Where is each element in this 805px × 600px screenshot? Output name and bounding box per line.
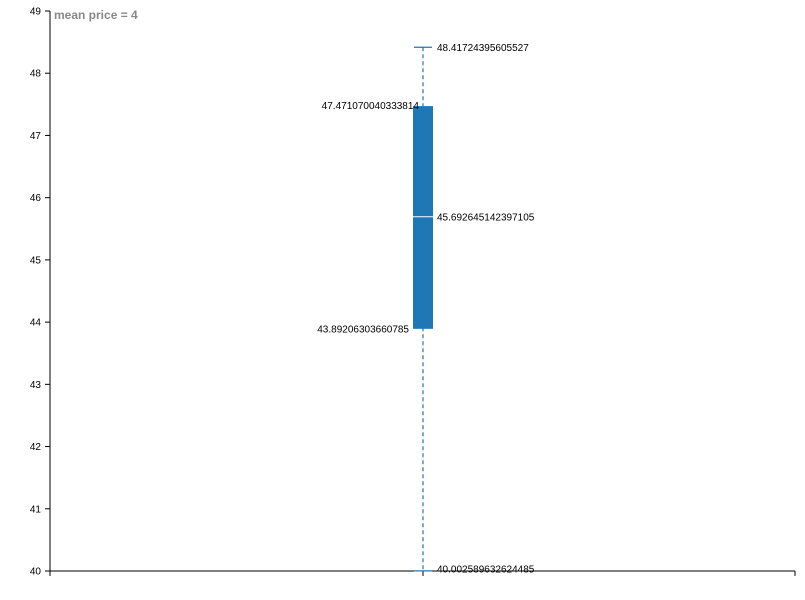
box-iqr bbox=[413, 106, 433, 329]
y-tick-label: 44 bbox=[30, 318, 42, 329]
q3-label: 47.471070040333814 bbox=[322, 101, 420, 112]
axes-layer: 40 41 42 43 44 45 46 47 48 49 bbox=[30, 7, 796, 578]
y-tick-label: 43 bbox=[30, 380, 42, 391]
y-tick-label: 40 bbox=[30, 567, 42, 578]
y-tick-label: 48 bbox=[30, 69, 42, 80]
min-label: 40.002589632624485 bbox=[437, 564, 535, 575]
plot-layer: 48.41724395605527 47.471070040333814 45.69… bbox=[317, 43, 535, 576]
max-label: 48.41724395605527 bbox=[437, 43, 529, 54]
y-tick-label: 45 bbox=[30, 255, 42, 266]
y-tick-label: 49 bbox=[30, 7, 42, 18]
y-tick-label: 41 bbox=[30, 504, 42, 515]
y-tick-label: 46 bbox=[30, 193, 42, 204]
q1-label: 43.89206303660785 bbox=[317, 324, 409, 335]
y-tick-label: 47 bbox=[30, 131, 42, 142]
median-label: 45.692645142397105 bbox=[437, 212, 535, 223]
chart-title: mean price = 4 bbox=[54, 8, 138, 22]
y-tick-label: 42 bbox=[30, 442, 42, 453]
